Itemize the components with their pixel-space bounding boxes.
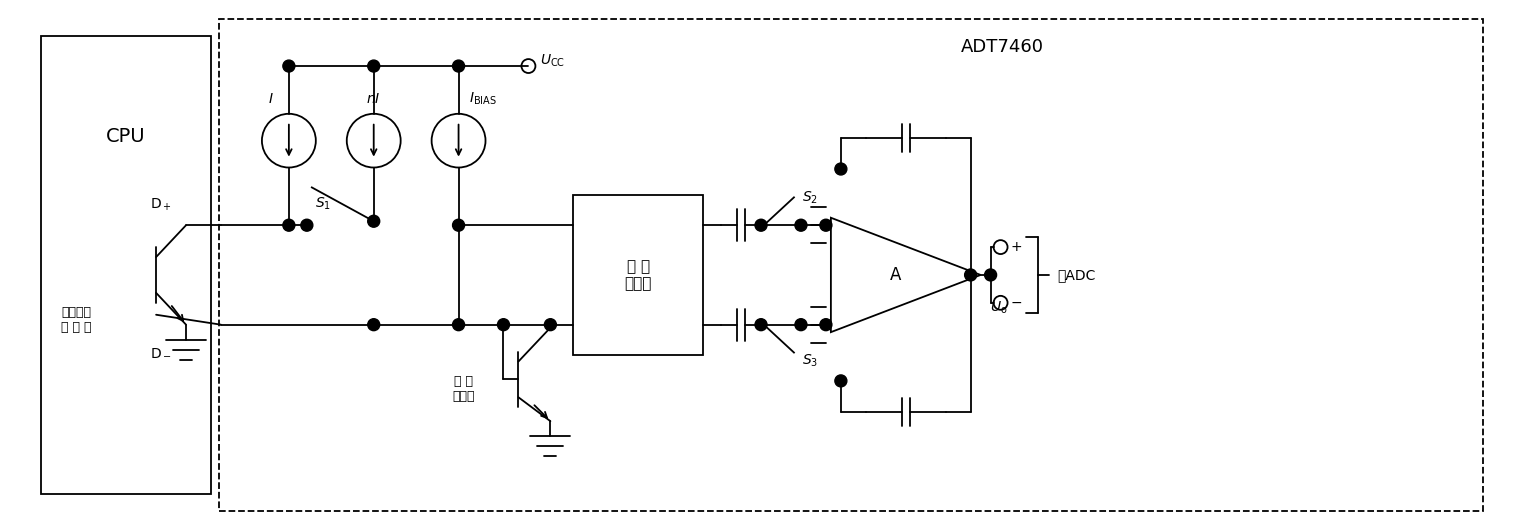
Circle shape xyxy=(965,269,977,281)
Text: $nI$: $nI$ xyxy=(366,92,382,106)
Circle shape xyxy=(820,219,833,231)
Circle shape xyxy=(283,60,295,72)
Circle shape xyxy=(756,319,766,331)
Text: D$_-$: D$_-$ xyxy=(151,344,172,359)
Text: $U_{\mathrm{CC}}$: $U_{\mathrm{CC}}$ xyxy=(540,53,566,69)
Circle shape xyxy=(368,60,380,72)
Circle shape xyxy=(300,219,312,231)
Text: $S_2$: $S_2$ xyxy=(802,189,817,206)
Text: D$_+$: D$_+$ xyxy=(151,197,172,213)
Circle shape xyxy=(452,219,465,231)
Text: 去ADC: 去ADC xyxy=(1057,268,1096,282)
Circle shape xyxy=(545,319,557,331)
Circle shape xyxy=(756,219,766,231)
Text: CPU: CPU xyxy=(106,127,146,146)
Circle shape xyxy=(452,60,465,72)
FancyBboxPatch shape xyxy=(42,36,211,494)
Text: $I_{\mathrm{BIAS}}$: $I_{\mathrm{BIAS}}$ xyxy=(468,91,497,107)
Text: $U_{\mathrm{o}}$: $U_{\mathrm{o}}$ xyxy=(990,300,1008,316)
Circle shape xyxy=(985,269,997,281)
Circle shape xyxy=(368,215,380,227)
Circle shape xyxy=(368,319,380,331)
Circle shape xyxy=(796,319,806,331)
Circle shape xyxy=(834,163,846,175)
Circle shape xyxy=(820,319,833,331)
Circle shape xyxy=(497,319,509,331)
Text: 远程温度
传 感 器: 远程温度 传 感 器 xyxy=(62,306,91,334)
Text: $S_1$: $S_1$ xyxy=(315,195,331,211)
Text: $S_3$: $S_3$ xyxy=(802,352,819,369)
Text: 偏 置
二极管: 偏 置 二极管 xyxy=(452,375,476,403)
Text: ADT7460: ADT7460 xyxy=(960,38,1043,56)
Circle shape xyxy=(834,375,846,387)
Circle shape xyxy=(283,219,295,231)
Circle shape xyxy=(796,219,806,231)
Text: 低 通
滤波器: 低 通 滤波器 xyxy=(625,259,653,291)
Text: −: − xyxy=(1011,296,1022,310)
Text: A: A xyxy=(890,266,902,284)
Circle shape xyxy=(452,319,465,331)
Text: $I$: $I$ xyxy=(268,92,274,106)
Text: +: + xyxy=(1011,240,1022,254)
FancyBboxPatch shape xyxy=(574,196,703,355)
